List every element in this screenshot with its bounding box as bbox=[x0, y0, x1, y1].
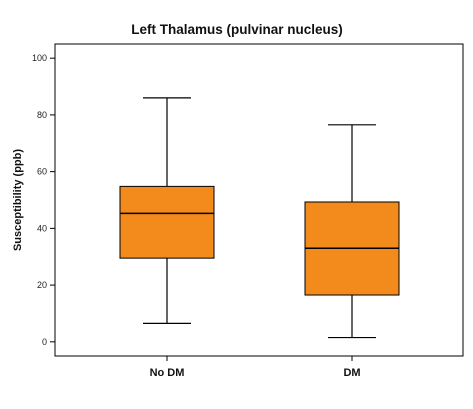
plot-area-frame bbox=[54, 43, 464, 357]
y-tick-label: 0 bbox=[42, 337, 47, 347]
chart-title: Left Thalamus (pulvinar nucleus) bbox=[131, 22, 343, 37]
y-tick-label: 100 bbox=[32, 53, 47, 63]
interquartile-box bbox=[119, 185, 215, 259]
box-no-dm bbox=[119, 97, 215, 324]
x-tick-label: No DM bbox=[150, 367, 185, 379]
y-tick-label: 60 bbox=[37, 167, 47, 177]
box-series bbox=[119, 97, 400, 339]
y-tick-label: 40 bbox=[37, 223, 47, 233]
y-tick-label: 20 bbox=[37, 280, 47, 290]
y-tick-label: 80 bbox=[37, 110, 47, 120]
x-axis: No DM DM bbox=[150, 356, 361, 379]
y-axis-label: Susceptibility (ppb) bbox=[12, 149, 24, 251]
x-tick-label: DM bbox=[343, 367, 360, 379]
box-dm bbox=[304, 124, 400, 339]
y-axis: 0 20 40 60 80 100 bbox=[32, 53, 55, 347]
